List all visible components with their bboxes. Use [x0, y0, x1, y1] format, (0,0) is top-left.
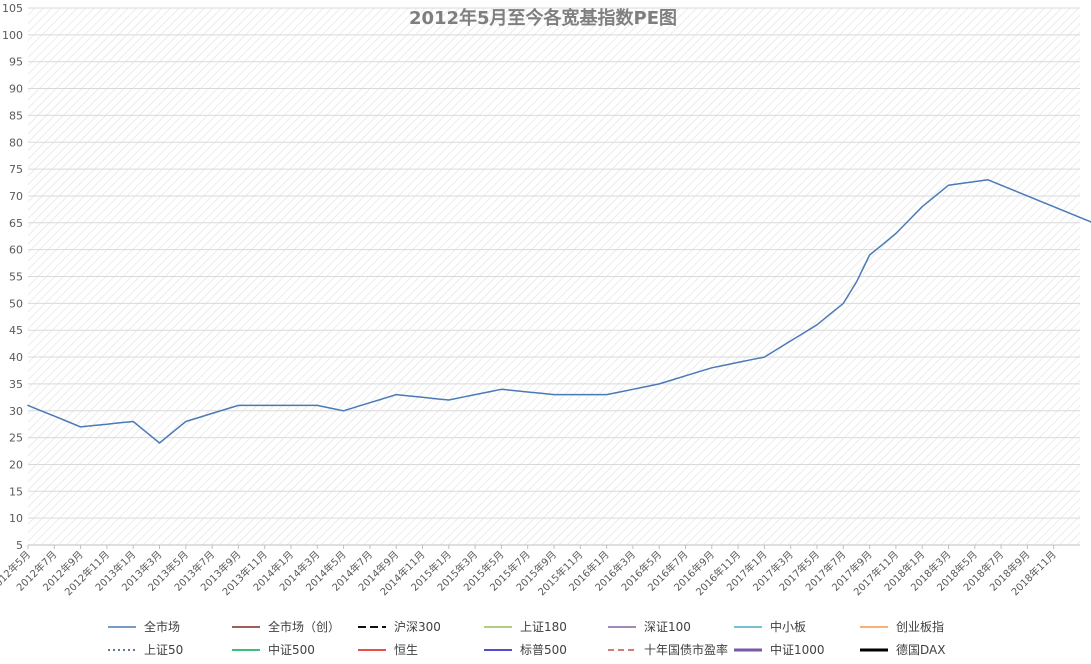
y-tick-label: 40 [9, 351, 23, 364]
legend-label: 恒生 [394, 643, 418, 657]
legend-label: 十年国债市盈率 [644, 642, 728, 657]
y-tick-label: 90 [9, 83, 23, 96]
y-tick-label: 10 [9, 512, 23, 525]
series-lines [27, 179, 1091, 444]
y-tick-label: 25 [9, 432, 23, 445]
y-tick-label: 5 [16, 539, 23, 552]
chart-title: 2012年5月至今各宽基指数PE图 [409, 7, 677, 29]
gridlines [28, 7, 1080, 546]
y-tick-label: 55 [9, 271, 23, 284]
y-tick-label: 65 [9, 217, 23, 230]
y-tick-label: 80 [9, 136, 23, 149]
legend-label: 深证100 [644, 620, 691, 634]
legend-label: 中证1000 [770, 642, 825, 657]
y-tick-label: 100 [2, 29, 23, 42]
legend-label: 全市场 [144, 619, 180, 634]
legend-label: 中小板 [770, 619, 806, 634]
y-tick-label: 95 [9, 56, 23, 69]
y-tick-label: 20 [9, 458, 23, 471]
legend-label: 沪深300 [394, 620, 441, 634]
y-tick-label: 60 [9, 244, 23, 257]
legend-label: 创业板指 [896, 619, 944, 634]
y-tick-label: 50 [9, 297, 23, 310]
y-tick-label: 45 [9, 324, 23, 337]
legend-label: 中证500 [268, 642, 315, 657]
legend-label: 德国DAX [896, 642, 945, 657]
y-tick-label: 70 [9, 190, 23, 203]
y-tick-label: 30 [9, 405, 23, 418]
y-tick-label: 75 [9, 163, 23, 176]
y-tick-label: 105 [2, 2, 23, 15]
y-tick-label: 35 [9, 378, 23, 391]
y-tick-label: 15 [9, 485, 23, 498]
series-line [27, 179, 1091, 444]
y-tick-label: 85 [9, 109, 23, 122]
legend-label: 标普500 [520, 643, 567, 657]
legend-label: 上证50 [144, 643, 183, 657]
legend-label: 上证180 [520, 620, 567, 634]
legend-label: 全市场（创） [268, 619, 340, 634]
